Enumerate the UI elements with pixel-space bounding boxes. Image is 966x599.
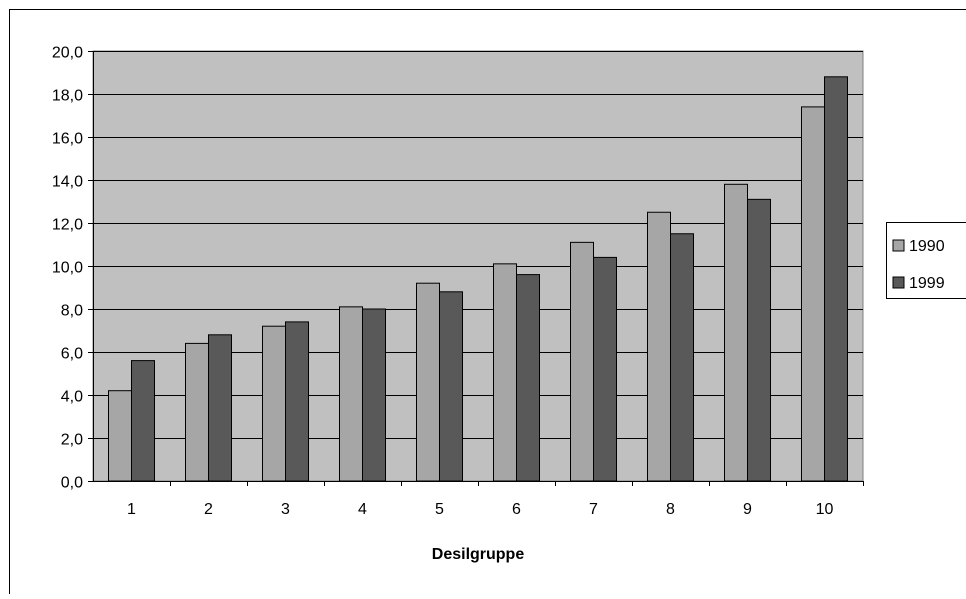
y-tick-label: 0,0: [61, 475, 83, 492]
x-tick-label: 1: [127, 501, 136, 518]
y-tick-label: 12,0: [52, 217, 83, 234]
x-tick-label: 3: [281, 501, 290, 518]
legend: 1990 1999: [887, 223, 966, 299]
bar-1990-1: [109, 391, 132, 481]
y-tick-label: 14,0: [52, 174, 83, 191]
y-tick-label: 4,0: [61, 389, 83, 406]
legend-swatch-1999: [893, 277, 904, 288]
bar-1990-7: [571, 242, 594, 481]
bar-1990-2: [186, 343, 209, 481]
x-axis-title: Desilgruppe: [432, 546, 525, 563]
y-tick-label: 8,0: [61, 303, 83, 320]
bar-1999-1: [132, 361, 155, 481]
bar-1999-2: [209, 335, 232, 481]
x-tick-label: 5: [435, 501, 444, 518]
y-tick-label: 10,0: [52, 260, 83, 277]
x-tick-label: 8: [666, 501, 675, 518]
y-tick-label: 18,0: [52, 88, 83, 105]
y-tick-label: 16,0: [52, 131, 83, 148]
bar-1990-3: [263, 326, 286, 481]
x-tick-label: 2: [204, 501, 213, 518]
bar-1999-7: [594, 257, 617, 481]
bar-1999-10: [825, 77, 848, 481]
bar-1990-8: [648, 212, 671, 481]
bar-1990-4: [340, 307, 363, 481]
x-tick-label: 4: [358, 501, 367, 518]
bar-1999-8: [671, 234, 694, 481]
bar-1990-10: [802, 107, 825, 481]
legend-label-1990: 1990: [909, 238, 945, 255]
x-tick-label: 9: [743, 501, 752, 518]
y-tick-label: 6,0: [61, 346, 83, 363]
y-tick-label: 20,0: [52, 45, 83, 62]
x-tick-label: 6: [512, 501, 521, 518]
bar-1990-6: [494, 264, 517, 481]
legend-swatch-1990: [893, 240, 904, 251]
bar-1999-6: [517, 275, 540, 481]
x-tick-label: 7: [589, 501, 598, 518]
legend-label-1999: 1999: [909, 275, 945, 292]
bar-1990-5: [417, 283, 440, 481]
x-tick-label: 10: [816, 501, 834, 518]
bar-1999-9: [748, 199, 771, 481]
bar-1999-3: [286, 322, 309, 481]
y-tick-label: 2,0: [61, 432, 83, 449]
bar-1990-9: [725, 184, 748, 481]
bar-1999-4: [363, 309, 386, 481]
bar-1999-5: [440, 292, 463, 481]
